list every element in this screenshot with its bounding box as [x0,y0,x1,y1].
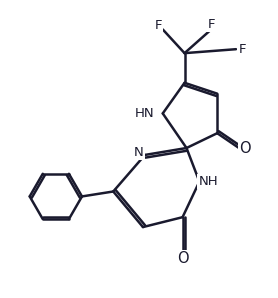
Text: N: N [134,146,144,159]
Text: F: F [238,43,246,56]
Text: O: O [177,251,188,266]
Text: HN: HN [135,107,155,120]
Text: NH: NH [198,175,218,188]
Text: O: O [239,141,251,156]
Text: F: F [207,18,215,31]
Text: F: F [155,19,162,32]
